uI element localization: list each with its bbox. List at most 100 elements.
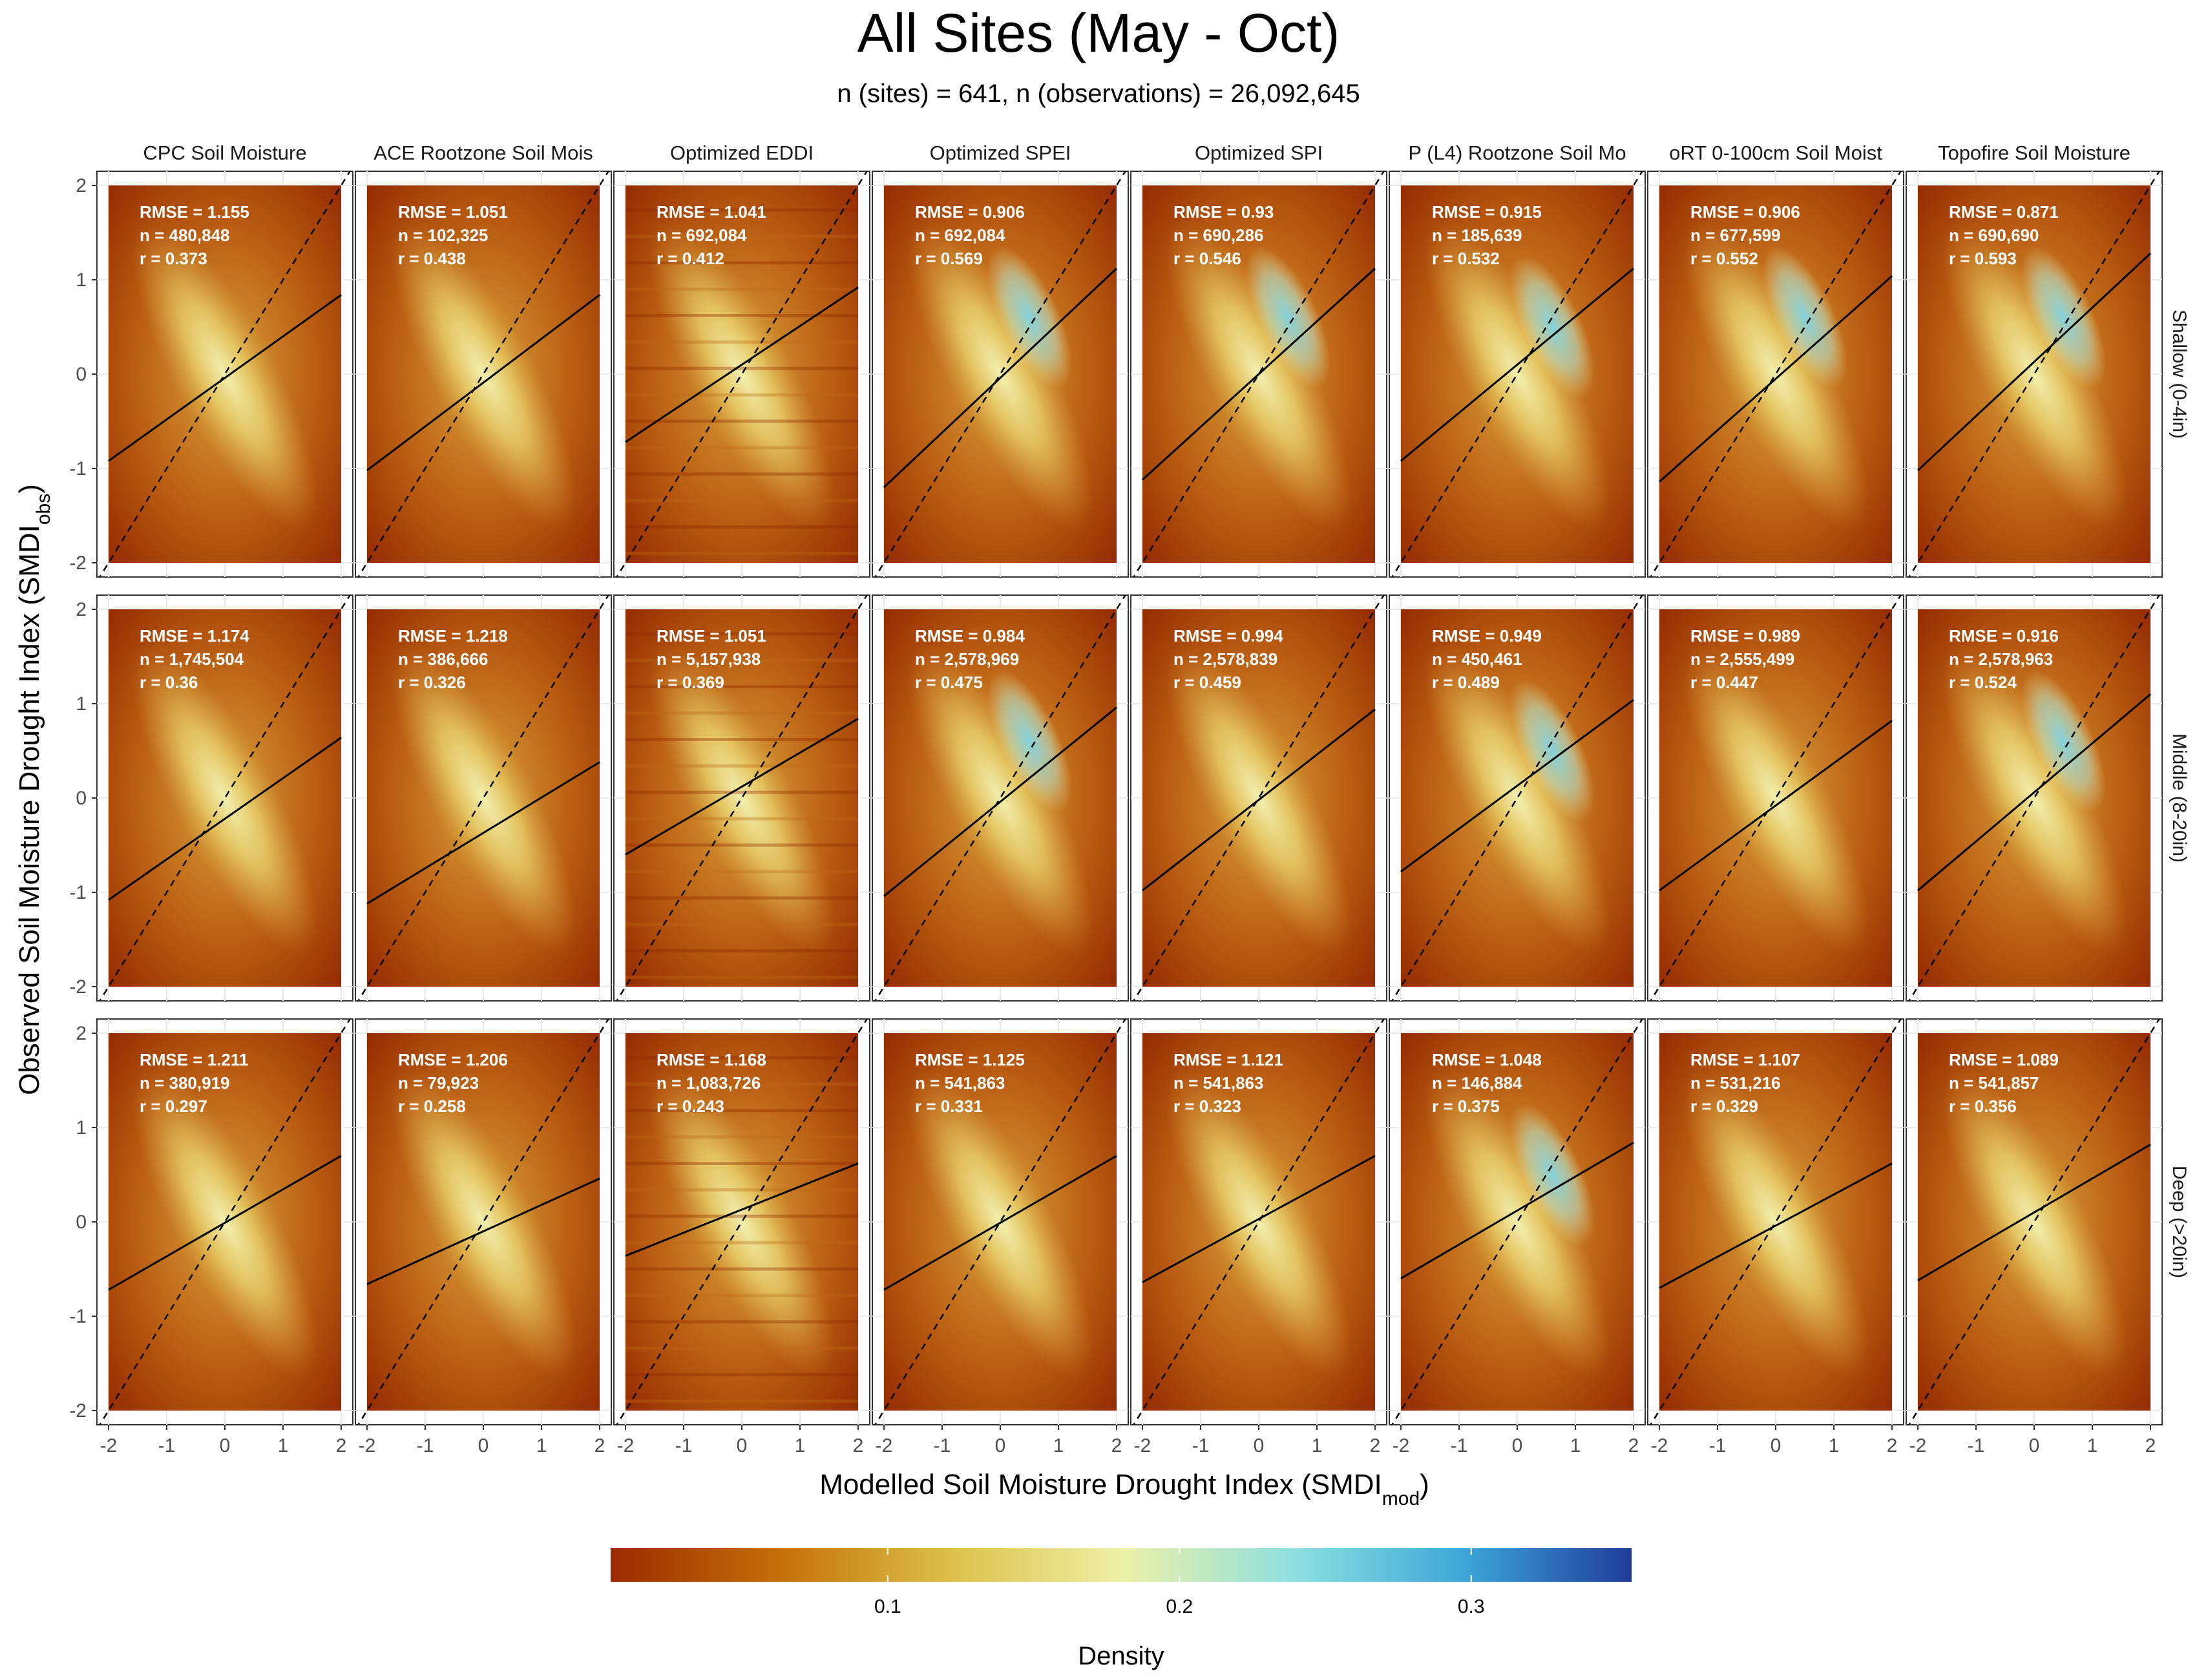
stat-n: n = 146,884 — [1432, 1073, 1522, 1093]
x-tick-label: -1 — [158, 1435, 176, 1456]
stat-value: 0.871 — [2017, 202, 2059, 222]
regression-line — [1400, 698, 1634, 873]
x-tick-label: 2 — [594, 1435, 605, 1456]
stat-n: n = 102,325 — [398, 226, 489, 245]
density-ridge — [1682, 642, 1869, 954]
stat-n: n = 386,666 — [398, 649, 489, 669]
x-tick-label: 2 — [1628, 1435, 1639, 1456]
stat-r: r = 0.243 — [657, 1097, 724, 1116]
density-ridge — [1682, 1066, 1869, 1378]
x-tick-label: -1 — [1451, 1435, 1468, 1456]
one-to-one-line — [1908, 171, 2161, 577]
one-to-one-line — [1391, 171, 1644, 577]
stat-n: n = 450,461 — [1432, 649, 1522, 669]
x-tick-label: -1 — [417, 1435, 434, 1456]
stat-n: n = 692,084 — [915, 226, 1005, 245]
stat-value: 677,599 — [1720, 226, 1781, 245]
stat-n: n = 690,690 — [1949, 226, 2039, 245]
stat-value: 1.107 — [1758, 1050, 1800, 1069]
x-tick-label: -2 — [876, 1435, 893, 1456]
y-tick-label: 1 — [76, 693, 87, 715]
regression-line — [366, 761, 600, 905]
density-peak — [987, 669, 1072, 813]
facet-panel: RMSE = 1.041 n = 692,084 r = 0.412 — [613, 171, 870, 578]
stat-value: 0.459 — [1199, 673, 1241, 692]
x-tick-label: 2 — [336, 1435, 347, 1456]
one-to-one-line — [98, 1019, 352, 1425]
stat-n: n = 541,863 — [1173, 1073, 1264, 1093]
regression-line — [1917, 1143, 2151, 1281]
stat-rmse: RMSE = 0.906 — [1690, 202, 1800, 222]
density-ridge — [907, 218, 1094, 530]
facet-panel: RMSE = 1.174 n = 1,745,504 r = 0.36 — [96, 594, 353, 1002]
stat-r: r = 0.326 — [398, 673, 466, 692]
stat-r: r = 0.552 — [1690, 249, 1758, 268]
stat-rmse: RMSE = 1.051 — [657, 626, 766, 646]
y-tick-label: -1 — [69, 882, 87, 903]
facet-column-label: Optimized EDDI — [670, 142, 814, 164]
x-tick-label: 2 — [853, 1435, 864, 1456]
x-tick-label: -1 — [1192, 1435, 1210, 1456]
density-ridge — [1940, 642, 2128, 954]
stat-value: 0.356 — [1975, 1097, 2017, 1116]
stat-value: 1.218 — [466, 626, 508, 646]
y-tick-label: -2 — [69, 1400, 87, 1422]
stat-value: 2,578,963 — [1979, 649, 2054, 669]
stat-n: n = 380,919 — [140, 1073, 230, 1093]
x-tick-label: -1 — [1709, 1435, 1727, 1456]
x-tick-label: 0 — [1512, 1435, 1523, 1456]
stat-rmse: RMSE = 0.994 — [1173, 626, 1283, 646]
stat-value: 692,084 — [945, 226, 1006, 245]
facet-panel: RMSE = 0.906 n = 692,084 r = 0.569 — [872, 171, 1129, 578]
y-tick-label: 0 — [76, 788, 87, 809]
x-tick-label: -2 — [1651, 1435, 1668, 1456]
stat-value: 0.569 — [941, 249, 983, 268]
y-tick-label: 0 — [76, 364, 87, 385]
stat-n: n = 5,157,938 — [657, 649, 761, 669]
stat-value: 1.051 — [724, 626, 766, 646]
facet-panel: RMSE = 0.949 n = 450,461 r = 0.489 — [1389, 594, 1646, 1002]
stat-value: 0.994 — [1241, 626, 1284, 646]
stat-value: 0.989 — [1758, 626, 1800, 646]
stat-value: 5,157,938 — [686, 649, 761, 669]
facet-panel: RMSE = 1.121 n = 541,863 r = 0.323 — [1130, 1018, 1387, 1425]
regression-line — [1659, 275, 1893, 483]
x-tick-label: 1 — [795, 1435, 806, 1456]
density-ridge — [1165, 642, 1352, 954]
facet-strip-column: Topofire Soil Moisture — [1906, 138, 2162, 169]
facet-row-label: Shallow (0-4in) — [2169, 310, 2190, 439]
stat-rmse: RMSE = 0.989 — [1690, 626, 1800, 646]
stat-r: r = 0.373 — [140, 249, 207, 268]
facet-column-label: ACE Rootzone Soil Mois — [373, 142, 593, 164]
x-tick-label: -1 — [675, 1435, 693, 1456]
stat-rmse: RMSE = 1.107 — [1690, 1050, 1800, 1069]
x-tick-label: -2 — [617, 1435, 635, 1456]
stat-n: n = 531,216 — [1690, 1073, 1781, 1093]
stat-value: 185,639 — [1462, 226, 1522, 245]
facet-panel: RMSE = 0.989 n = 2,555,499 r = 0.447 — [1647, 594, 1904, 1002]
x-tick-label: 2 — [1887, 1435, 1898, 1456]
x-tick-label: 1 — [278, 1435, 289, 1456]
y-tick-label: 2 — [76, 599, 87, 620]
stat-value: 1.041 — [724, 202, 766, 222]
stat-n: n = 2,578,839 — [1173, 649, 1277, 669]
one-to-one-line — [1132, 1019, 1385, 1425]
stat-value: 380,919 — [169, 1073, 230, 1093]
stat-rmse: RMSE = 1.121 — [1173, 1050, 1283, 1069]
regression-line — [366, 294, 600, 472]
x-tick-label: 0 — [1771, 1435, 1782, 1456]
regression-line — [625, 286, 859, 443]
stat-n: n = 2,578,963 — [1949, 649, 2053, 669]
y-tick-label: 1 — [76, 1117, 87, 1139]
facet-strip-column: oRT 0-100cm Soil Moist — [1648, 138, 1904, 169]
stat-r: r = 0.356 — [1949, 1097, 2017, 1116]
axis-labels: -2 -1 0 1 2 -2 -1 0 1 2 -2 -1 0 1 2 -2 -1 0 1 2 -2 -1 0 1 2 -2 -1 0… — [14, 175, 2156, 1509]
density-peak — [1245, 246, 1330, 389]
stat-value: 0.375 — [1458, 1097, 1500, 1116]
stat-value: 0.916 — [2017, 626, 2059, 646]
stat-value: 1.174 — [207, 626, 250, 646]
stat-rmse: RMSE = 1.125 — [915, 1050, 1025, 1069]
density-ridge — [390, 218, 577, 530]
x-tick-label: 0 — [2029, 1435, 2040, 1456]
stat-value: 1.155 — [207, 202, 249, 222]
